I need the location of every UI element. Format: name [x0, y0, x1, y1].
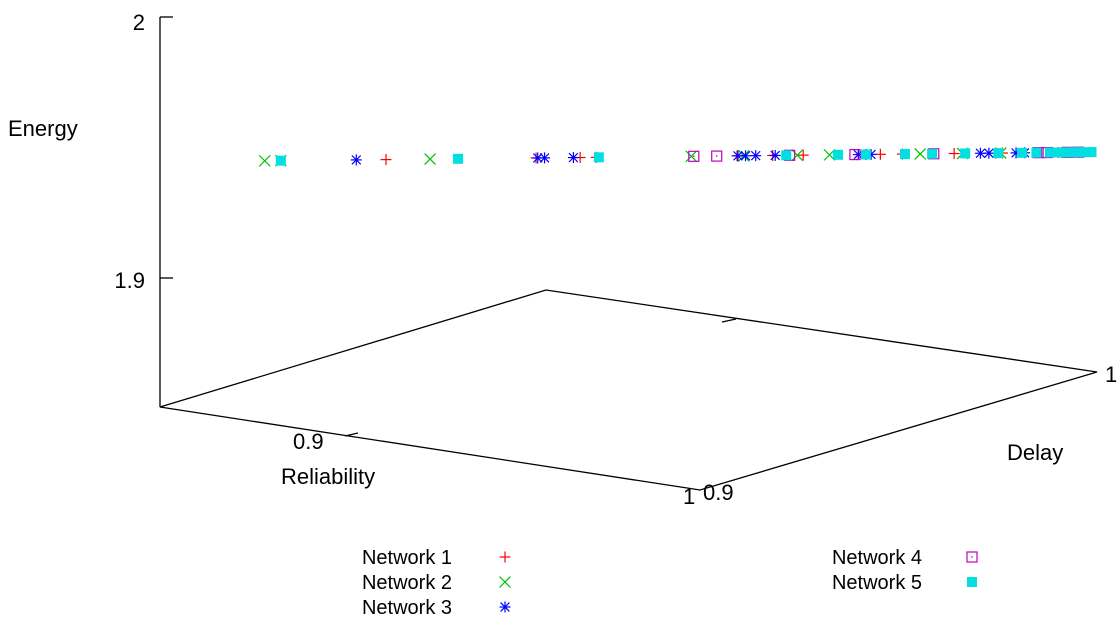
- point-square-open: [688, 150, 700, 162]
- point-square-filled: [960, 148, 971, 159]
- y-tick: [721, 318, 737, 323]
- point-star: [532, 152, 544, 164]
- point-square-filled: [1080, 147, 1091, 158]
- point-star: [732, 150, 744, 162]
- point-square-filled: [832, 149, 843, 160]
- legend-item: Network 3: [362, 597, 511, 619]
- point-square-filled: [1086, 147, 1097, 158]
- point-star: [350, 154, 362, 166]
- data-points: [258, 146, 1097, 167]
- legend-item: Network 4: [832, 547, 978, 569]
- base-plane: [159, 289, 1098, 491]
- point-star: [567, 152, 579, 164]
- point-square-filled: [927, 148, 938, 159]
- point-cross: [791, 149, 804, 162]
- point-square-open: [711, 150, 723, 162]
- x-tick: [344, 432, 359, 437]
- point-star: [769, 149, 781, 161]
- point-square-open: [849, 149, 861, 161]
- z-tick-label-1.9: 1.9: [114, 268, 145, 293]
- legend-marker-cross: [499, 576, 511, 588]
- point-square-filled: [781, 150, 792, 161]
- y-tick-label-1: 1: [1105, 362, 1117, 387]
- y-tick-label-0.9: 0.9: [703, 480, 734, 505]
- y-axis-label: Delay: [1007, 440, 1063, 465]
- legend-item: Network 1: [362, 547, 511, 569]
- legend-label: Network 4: [832, 547, 922, 569]
- point-square-filled: [453, 153, 464, 164]
- legend-marker-plus: [499, 551, 511, 563]
- point-cross: [258, 154, 271, 167]
- point-square-filled: [1073, 147, 1084, 158]
- point-plus: [874, 148, 886, 160]
- point-cross: [685, 150, 698, 163]
- legend-label: Network 2: [362, 572, 452, 594]
- legend: Network 1 Network 2 Network 3 Network 4 Netw…: [362, 547, 978, 619]
- legend-item: Network 2: [362, 572, 511, 594]
- point-square-filled: [993, 148, 1004, 159]
- legend-item: Network 5: [832, 572, 977, 594]
- point-square-filled: [1016, 147, 1027, 158]
- point-plus: [797, 149, 809, 161]
- point-square-filled: [1031, 147, 1042, 158]
- point-square-filled: [1044, 147, 1055, 158]
- x-tick-label-0.9: 0.9: [293, 429, 324, 454]
- x-tick-label-1: 1: [683, 484, 695, 509]
- point-cross: [424, 153, 437, 166]
- legend-label: Network 1: [362, 547, 452, 569]
- point-square-filled: [1067, 147, 1078, 158]
- point-cross: [914, 147, 927, 160]
- point-square-filled: [275, 155, 286, 166]
- point-square-filled: [1061, 147, 1072, 158]
- point-square-filled: [860, 149, 871, 160]
- legend-marker-star: [499, 601, 511, 613]
- point-star: [750, 150, 762, 162]
- legend-marker-square-filled: [967, 577, 977, 587]
- x-axis-label: Reliability: [281, 464, 375, 489]
- point-square-filled: [899, 149, 910, 160]
- legend-marker-square-open: [966, 551, 978, 563]
- legend-label: Network 3: [362, 597, 452, 619]
- z-axis-label: Energy: [8, 116, 78, 141]
- point-square-filled: [593, 152, 604, 163]
- point-star: [740, 150, 752, 162]
- point-star: [983, 147, 995, 159]
- point-plus: [380, 154, 392, 166]
- point-plus: [948, 148, 960, 160]
- z-tick-label-2: 2: [133, 10, 145, 35]
- point-star: [539, 152, 551, 164]
- legend-label: Network 5: [832, 572, 922, 594]
- axes: 2 1.9 Energy 0.9 Reliability 1 0.9 Delay…: [8, 10, 1117, 509]
- point-square-filled: [1054, 147, 1065, 158]
